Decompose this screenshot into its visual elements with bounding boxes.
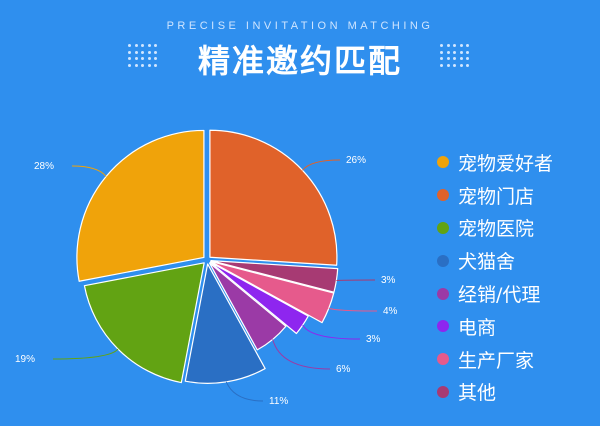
leader-line (272, 339, 331, 370)
decorative-dot-grid-right (440, 44, 472, 68)
legend-label: 宠物爱好者 (458, 152, 554, 175)
slice-percent-label: 3% (366, 334, 381, 345)
legend-swatch (437, 189, 449, 202)
slice-percent-label: 19% (15, 354, 35, 365)
pie-slice (209, 261, 309, 335)
page-subtitle: PRECISE INVITATION MATCHING (166, 20, 434, 32)
legend-item: 经销/代理 (437, 277, 553, 310)
legend-label: 犬猫舍 (458, 251, 516, 274)
legend-label: 宠物医院 (458, 218, 535, 241)
chart-legend: 宠物爱好者宠物门店宠物医院犬猫舍经销/代理电商生产厂家其他 (437, 146, 553, 408)
slice-percent-label: 6% (336, 364, 351, 375)
legend-item: 犬猫舍 (437, 244, 553, 277)
slice-percent-label: 4% (383, 306, 398, 317)
legend-swatch (437, 221, 449, 234)
legend-item: 其他 (437, 376, 553, 409)
leader-line (71, 165, 107, 177)
legend-item: 生产厂家 (437, 343, 553, 376)
leader-line (52, 348, 119, 360)
legend-swatch (437, 156, 449, 169)
pie-slice (83, 262, 205, 384)
legend-item: 宠物爱好者 (437, 146, 553, 179)
pie-slice (76, 129, 205, 282)
leader-line (302, 159, 341, 171)
slice-percent-label: 11% (269, 396, 288, 407)
legend-label: 其他 (458, 382, 497, 405)
legend-label: 电商 (458, 316, 497, 339)
legend-swatch (437, 287, 449, 300)
legend-swatch (437, 320, 449, 333)
slice-percent-label: 28% (34, 161, 54, 172)
slice-percent-label: 26% (346, 155, 366, 166)
legend-swatch (437, 254, 449, 267)
legend-item: 宠物医院 (437, 212, 553, 245)
leader-line (328, 307, 378, 312)
legend-swatch (437, 353, 449, 366)
page-title: 精准邀约匹配 (197, 42, 402, 80)
leader-line (225, 381, 264, 402)
pie-slice (208, 262, 287, 351)
pie-slice (210, 260, 335, 324)
legend-item: 宠物门店 (437, 179, 553, 212)
pie-slice (184, 263, 266, 384)
legend-label: 生产厂家 (458, 349, 535, 372)
leader-line (302, 324, 361, 340)
legend-item: 电商 (437, 310, 553, 343)
pie-slice (209, 129, 338, 266)
legend-label: 经销/代理 (458, 284, 541, 307)
slice-percent-label: 3% (381, 275, 396, 286)
legend-swatch (437, 385, 449, 398)
decorative-dot-grid-left (128, 44, 160, 68)
legend-label: 宠物门店 (458, 185, 535, 208)
